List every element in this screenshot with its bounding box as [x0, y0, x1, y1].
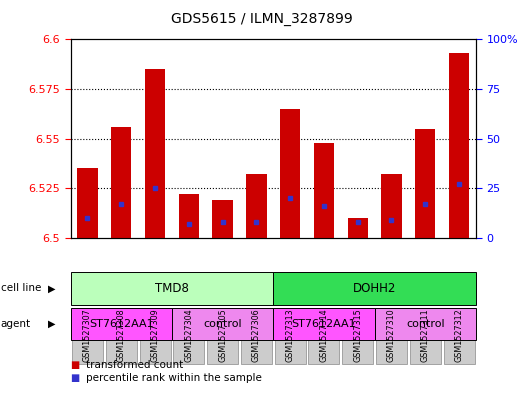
Bar: [111, 127, 131, 238]
Text: ■: ■: [71, 373, 80, 383]
Bar: [179, 194, 199, 238]
Text: GSM1527307: GSM1527307: [83, 308, 92, 362]
Bar: [449, 53, 469, 238]
Text: GDS5615 / ILMN_3287899: GDS5615 / ILMN_3287899: [170, 12, 353, 26]
Text: control: control: [406, 319, 445, 329]
Text: GSM1527311: GSM1527311: [421, 308, 430, 362]
Text: ▶: ▶: [48, 283, 55, 294]
Bar: [348, 218, 368, 238]
Text: GSM1527315: GSM1527315: [353, 308, 362, 362]
Bar: [77, 168, 98, 238]
Text: ST7612AA1: ST7612AA1: [89, 319, 154, 329]
Text: GSM1527304: GSM1527304: [184, 308, 194, 362]
Text: GSM1527305: GSM1527305: [218, 308, 227, 362]
Text: ■: ■: [71, 360, 80, 370]
Text: ST7612AA1: ST7612AA1: [292, 319, 356, 329]
Text: ▶: ▶: [48, 319, 55, 329]
Bar: [212, 200, 233, 238]
Bar: [145, 69, 165, 238]
Bar: [381, 174, 402, 238]
Text: GSM1527314: GSM1527314: [320, 308, 328, 362]
Text: control: control: [203, 319, 242, 329]
Text: GSM1527306: GSM1527306: [252, 308, 261, 362]
Text: TMD8: TMD8: [155, 282, 189, 295]
Text: GSM1527313: GSM1527313: [286, 308, 294, 362]
Text: transformed count: transformed count: [86, 360, 184, 370]
Text: GSM1527310: GSM1527310: [387, 308, 396, 362]
Bar: [280, 109, 300, 238]
Text: DOHH2: DOHH2: [353, 282, 396, 295]
Bar: [415, 129, 435, 238]
Text: agent: agent: [1, 319, 31, 329]
Text: GSM1527309: GSM1527309: [151, 308, 160, 362]
Text: cell line: cell line: [1, 283, 41, 294]
Bar: [314, 143, 334, 238]
Text: GSM1527308: GSM1527308: [117, 308, 126, 362]
Bar: [246, 174, 267, 238]
Text: GSM1527312: GSM1527312: [454, 308, 463, 362]
Text: percentile rank within the sample: percentile rank within the sample: [86, 373, 262, 383]
